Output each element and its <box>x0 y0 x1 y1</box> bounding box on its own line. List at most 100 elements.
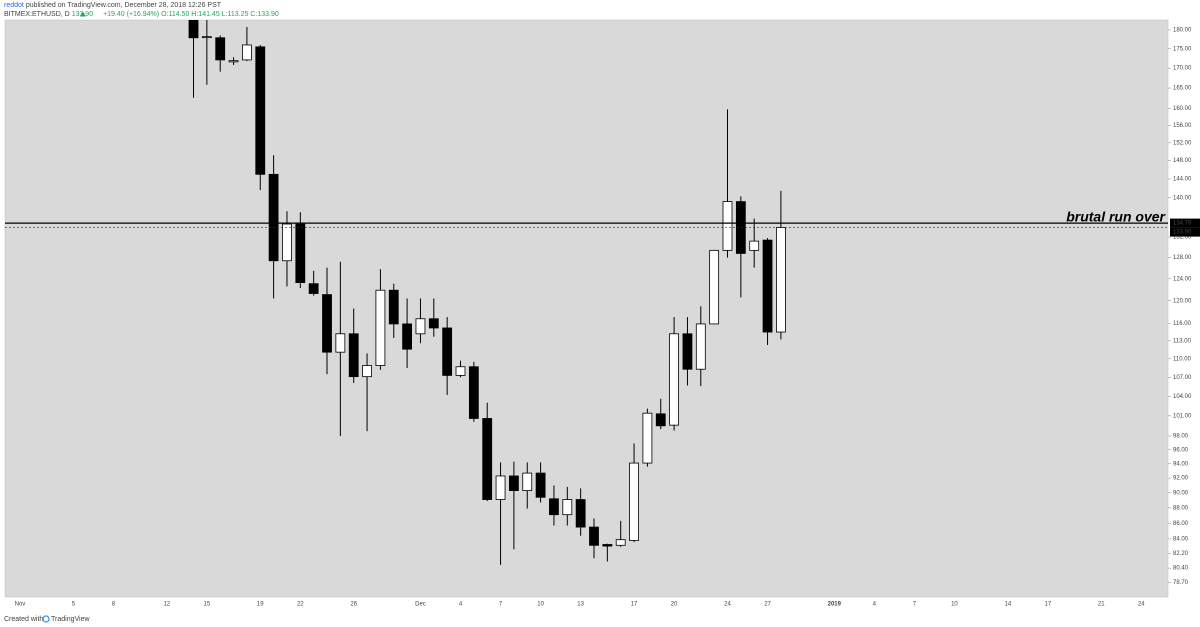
candle-body <box>428 318 439 329</box>
change: +19.40 (+16.94%) <box>103 11 159 18</box>
published: published on TradingView.com, December 2… <box>26 2 222 9</box>
candle-body <box>522 472 533 491</box>
candle-body <box>335 333 346 353</box>
x-tick-label: 21 <box>1098 602 1105 608</box>
x-tick-label: 7 <box>913 602 917 608</box>
candle-body <box>242 44 252 61</box>
x-tick-label: 4 <box>873 602 877 608</box>
candle-body <box>188 20 199 39</box>
y-tick-label: 148.00 <box>1173 158 1192 164</box>
candle-body <box>709 249 720 325</box>
candle-body <box>615 539 626 546</box>
y-tick-label: 160.00 <box>1173 106 1192 112</box>
x-tick-label: 8 <box>112 602 116 608</box>
candle-body <box>442 327 453 376</box>
y-tick-label: 175.00 <box>1173 46 1192 52</box>
y-tick-label: 96.00 <box>1173 447 1189 453</box>
candle-body <box>295 223 306 283</box>
x-tick-label: 22 <box>297 602 304 608</box>
candle-body <box>535 472 546 498</box>
candle-body <box>375 289 386 366</box>
candle-body <box>695 323 706 370</box>
x-tick-label: Nov <box>15 602 26 608</box>
header-line-1: reddot published on TradingView.com, Dec… <box>4 2 222 9</box>
y-tick-label: 180.00 <box>1173 28 1192 34</box>
y-tick-label: 128.00 <box>1173 255 1192 261</box>
candle-body <box>402 323 413 350</box>
x-tick-label: 12 <box>163 602 170 608</box>
close: C:133.90 <box>250 11 279 18</box>
candle-body <box>415 318 426 335</box>
y-tick-label: 94.00 <box>1173 461 1189 467</box>
candle-body <box>362 365 372 378</box>
candle-body <box>549 498 559 516</box>
open: O:114.50 <box>161 11 189 18</box>
candle-body <box>722 201 733 251</box>
x-tick-label: 4 <box>459 602 463 608</box>
up-arrow <box>80 11 86 17</box>
y-tick-label: 152.00 <box>1173 140 1192 146</box>
x-tick-label: 15 <box>204 602 211 608</box>
x-tick-label: 5 <box>72 602 76 608</box>
y-tick-label: 82.20 <box>1173 551 1189 557</box>
candle-body <box>775 227 786 333</box>
y-tick-label: 90.00 <box>1173 490 1189 496</box>
candle-body <box>348 333 359 378</box>
candle-body <box>655 413 666 427</box>
y-tick-label: 104.00 <box>1173 394 1192 400</box>
x-tick-label: 17 <box>1045 602 1052 608</box>
candles <box>188 20 786 565</box>
candle-body <box>215 37 226 61</box>
y-tick-label: 110.00 <box>1173 356 1192 362</box>
candle-body <box>322 294 332 353</box>
candle-body <box>308 283 319 294</box>
x-tick-label: 2019 <box>828 602 842 608</box>
y-tick-label: 120.00 <box>1173 298 1192 304</box>
candle-body <box>201 36 212 39</box>
candle-body <box>468 366 479 419</box>
y-tick-label: 132.00 <box>1173 235 1192 241</box>
x-tick-label: 14 <box>1004 602 1011 608</box>
y-tick-label: 113.00 <box>1173 338 1192 344</box>
candle-body <box>282 223 292 262</box>
footer-brand[interactable]: TradingView <box>51 616 90 623</box>
y-tick-label: 84.00 <box>1173 536 1189 542</box>
y-tick-label: 165.00 <box>1173 86 1192 92</box>
candle-body <box>642 412 653 464</box>
candle-body <box>602 544 613 547</box>
candle-body <box>482 418 493 500</box>
y-tick-label: 88.00 <box>1173 505 1189 511</box>
y-tick-label: 98.00 <box>1173 434 1189 440</box>
x-tick-label: 20 <box>671 602 678 608</box>
candle-body <box>509 475 519 491</box>
candle-body <box>575 499 586 528</box>
author[interactable]: reddot <box>4 2 24 9</box>
x-tick-label: 17 <box>631 602 638 608</box>
hline-label: 134.79 <box>1173 221 1192 227</box>
candle-body <box>749 240 760 251</box>
candle-body <box>388 289 399 325</box>
y-tick-label: 78.70 <box>1173 580 1189 586</box>
x-tick-label: 19 <box>257 602 264 608</box>
candle-body <box>455 366 466 376</box>
last-price-label: 133.90 <box>1173 230 1192 236</box>
symbol: BITMEX:ETHUSD, D <box>4 11 70 18</box>
y-tick-label: 140.00 <box>1173 195 1192 201</box>
candle-body <box>762 239 773 333</box>
high: H:141.45 <box>191 11 220 18</box>
footer-created: Created with <box>4 616 43 623</box>
price-badge <box>1170 227 1200 237</box>
x-tick-label: 7 <box>499 602 503 608</box>
low: L:113.25 <box>222 11 249 18</box>
price-badge <box>1170 218 1200 228</box>
candle-body <box>268 173 279 262</box>
x-tick-label: 24 <box>1138 602 1145 608</box>
y-tick-label: 86.00 <box>1173 521 1189 527</box>
y-tick-label: 80.40 <box>1173 566 1189 572</box>
y-tick-label: 124.00 <box>1173 276 1192 282</box>
plot-area <box>4 19 1169 598</box>
annotation: brutal run over <box>1066 209 1166 225</box>
candle-body <box>495 475 506 500</box>
x-tick-label: 24 <box>724 602 731 608</box>
